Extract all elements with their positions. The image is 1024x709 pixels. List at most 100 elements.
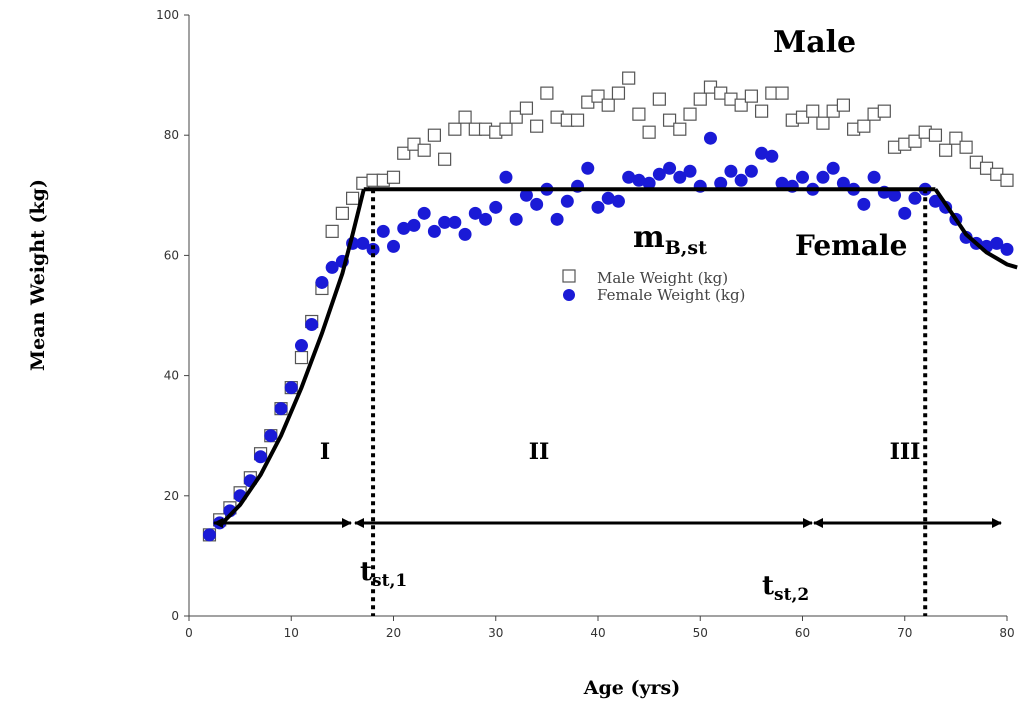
- x-tick-label: 20: [386, 626, 401, 640]
- t-st-1-label: tst,1: [360, 557, 407, 591]
- female-data-point: [928, 194, 942, 208]
- male-data-point: [448, 122, 462, 136]
- female-data-point: [796, 170, 809, 184]
- female-data-point: [284, 381, 298, 395]
- legend: Male Weight (kg) Female Weight (kg): [562, 269, 745, 304]
- female-data-point: [254, 450, 268, 464]
- female-data-point: [376, 224, 390, 238]
- y-tick-label: 40: [164, 369, 179, 383]
- male-data-point: [325, 224, 339, 238]
- male-data-point: [939, 143, 953, 157]
- female-data-point: [867, 170, 881, 184]
- male-data-point: [591, 89, 605, 103]
- female-data-point: [959, 230, 973, 244]
- female-data-point: [468, 206, 482, 220]
- female-data-point: [458, 227, 472, 241]
- plateau-mass-label: mB,st: [633, 220, 707, 259]
- female-data-point: [673, 170, 687, 184]
- female-data-point: [591, 200, 605, 214]
- legend-male-marker: [562, 269, 576, 283]
- male-data-point: [744, 89, 758, 103]
- female-data-point: [581, 161, 595, 175]
- female-data-point: [601, 191, 615, 205]
- male-data-point: [294, 350, 309, 365]
- y-tick-label: 100: [156, 8, 179, 22]
- x-tick-label: 10: [284, 626, 299, 640]
- male-data-point: [642, 125, 656, 139]
- female-data-point: [703, 131, 717, 145]
- female-data-point: [438, 215, 452, 229]
- female-data-point: [642, 176, 656, 190]
- male-data-point: [734, 98, 748, 112]
- female-data-point: [479, 212, 493, 226]
- female-data-point: [714, 176, 728, 190]
- male-label: Male: [773, 25, 856, 60]
- female-data-point: [315, 275, 329, 289]
- male-data-point: [632, 107, 646, 121]
- male-data-point: [1000, 173, 1014, 187]
- female-data-point: [397, 221, 411, 235]
- male-data-point: [857, 119, 871, 133]
- female-data-point: [387, 239, 400, 253]
- female-data-point: [816, 170, 830, 184]
- female-data-point: [652, 167, 666, 181]
- female-data-point: [775, 176, 789, 190]
- male-data-point: [417, 143, 431, 157]
- x-tick-label: 70: [897, 626, 912, 640]
- female-data-point: [857, 197, 871, 211]
- female-data-point: [417, 206, 431, 220]
- legend-male-text: Male Weight (kg): [597, 269, 728, 287]
- female-data-point: [519, 188, 533, 202]
- female-data-point: [663, 161, 677, 175]
- female-data-point: [888, 188, 902, 202]
- male-data-point: [499, 122, 513, 136]
- male-data-point: [877, 104, 891, 118]
- female-data-point: [744, 164, 758, 178]
- t-st-1-subscript: st,1: [372, 571, 407, 591]
- male-data-point: [540, 86, 554, 100]
- t-st-2-label: tst,2: [762, 571, 809, 605]
- male-data-point: [949, 131, 963, 145]
- female-data-point: [611, 194, 625, 208]
- y-axis-title: Mean Weight (kg): [27, 179, 49, 371]
- female-data-point: [550, 212, 564, 226]
- female-data-point: [724, 164, 738, 178]
- x-tick-label: 80: [999, 626, 1014, 640]
- male-data-point: [346, 191, 360, 205]
- female-data-point: [356, 236, 370, 250]
- x-tick-group: 0 10 20 30 40 50 60 70 80: [185, 616, 1015, 640]
- female-data-point: [683, 164, 697, 178]
- x-tick-label: 40: [590, 626, 605, 640]
- male-data-point: [458, 110, 472, 124]
- female-data-point: [734, 173, 748, 187]
- female-data-point: [489, 200, 503, 214]
- male-data-point: [662, 113, 677, 127]
- t-st-2-main: t: [762, 571, 774, 601]
- female-data-point: [632, 173, 646, 187]
- t-st-1-main: t: [360, 557, 372, 587]
- female-data-point: [448, 215, 462, 229]
- male-data-point: [427, 128, 441, 142]
- decline-phase-curve: [933, 188, 1018, 270]
- female-data-point: [264, 429, 278, 443]
- female-data-point: [1000, 242, 1014, 256]
- legend-female-marker: [563, 289, 575, 301]
- plateau-mass-subscript: B,st: [665, 237, 707, 259]
- male-data-point: [754, 104, 769, 118]
- female-data-point: [499, 170, 513, 184]
- male-data-point: [908, 134, 922, 148]
- male-data-point: [438, 152, 452, 166]
- plateau-mass-main: m: [633, 220, 665, 255]
- male-data-point: [622, 71, 636, 85]
- female-data-point: [908, 191, 922, 205]
- male-data-point: [611, 86, 626, 100]
- growth-phase-curve: [218, 188, 366, 528]
- male-data-point: [816, 116, 830, 130]
- male-data-point: [673, 122, 687, 136]
- female-data-point: [755, 146, 769, 160]
- female-data-point: [560, 194, 574, 208]
- x-tick-label: 60: [795, 626, 810, 640]
- male-data-point: [519, 101, 534, 115]
- female-data-point: [765, 149, 779, 163]
